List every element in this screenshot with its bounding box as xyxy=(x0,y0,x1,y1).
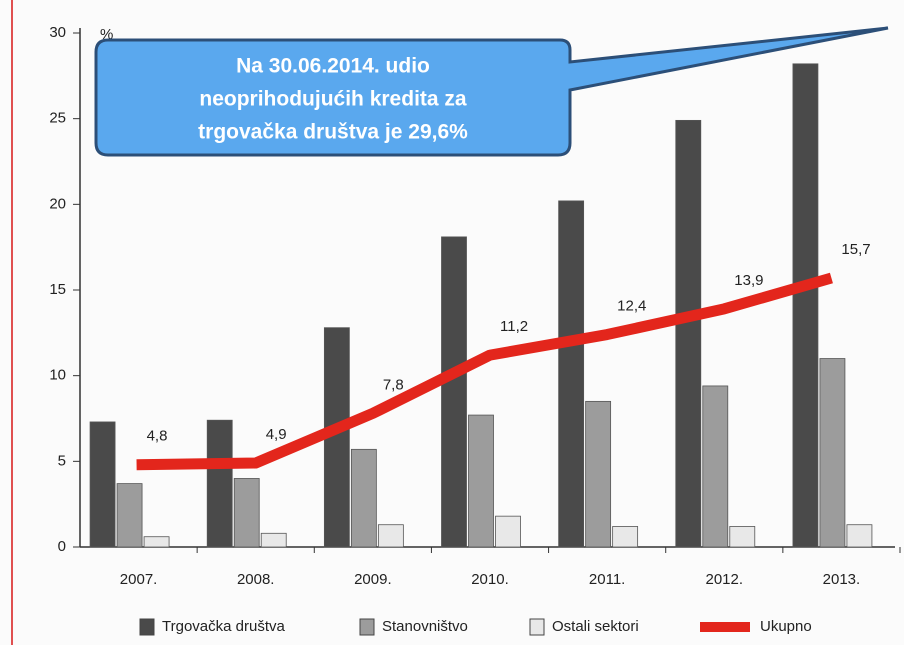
bar xyxy=(819,358,846,548)
y-tick-label: 10 xyxy=(49,367,66,384)
x-tick-label: 2008. xyxy=(237,571,275,588)
bar xyxy=(468,414,494,548)
legend-label: Ostali sektori xyxy=(552,618,639,635)
data-label: 13,9 xyxy=(734,272,763,289)
bar xyxy=(792,63,819,548)
data-label: 15,7 xyxy=(841,241,870,258)
legend-swatch xyxy=(359,618,375,636)
bar xyxy=(495,515,521,548)
bar xyxy=(89,421,116,548)
bar xyxy=(441,236,467,548)
bar xyxy=(729,526,756,548)
bar xyxy=(377,524,404,548)
legend-swatch xyxy=(529,618,545,636)
bar xyxy=(675,119,702,548)
x-tick-label: 2007. xyxy=(120,571,158,588)
bar xyxy=(558,200,585,548)
legend-label: Stanovništvo xyxy=(382,618,468,635)
data-label: 12,4 xyxy=(617,298,646,315)
bar xyxy=(612,526,639,548)
bar xyxy=(350,448,377,548)
bar xyxy=(116,483,143,548)
bar xyxy=(233,478,260,548)
x-tick-label: 2011. xyxy=(589,571,625,588)
data-label: 11,2 xyxy=(500,318,528,335)
bar xyxy=(206,419,233,548)
callout-text: neoprihodujućih kredita za xyxy=(199,88,467,111)
callout-text: trgovačka društva je 29,6% xyxy=(198,121,468,144)
x-tick-label: 2009. xyxy=(354,571,392,588)
legend-label: Trgovačka društva xyxy=(162,618,285,635)
bar xyxy=(260,532,287,548)
legend-label: Ukupno xyxy=(760,618,812,635)
x-tick-label: 2010. xyxy=(471,571,509,588)
legend-swatch xyxy=(139,618,155,636)
legend-swatch xyxy=(700,622,750,632)
x-tick-label: 2012. xyxy=(706,571,744,588)
data-label: 7,8 xyxy=(383,376,404,393)
callout-box xyxy=(94,26,889,157)
y-tick-label: 15 xyxy=(49,281,66,298)
data-label: 4,9 xyxy=(266,426,287,443)
bar xyxy=(585,400,612,548)
x-tick-label: 2013. xyxy=(823,571,861,588)
callout-text: Na 30.06.2014. udio xyxy=(236,55,430,78)
y-tick-label: 30 xyxy=(49,24,66,41)
y-tick-label: 25 xyxy=(49,110,66,127)
bar xyxy=(846,524,873,548)
y-tick-label: 5 xyxy=(58,452,66,469)
y-tick-label: 0 xyxy=(58,538,66,555)
bar xyxy=(143,536,170,548)
line-series xyxy=(136,272,833,471)
bar xyxy=(702,385,729,548)
data-label: 4,8 xyxy=(147,428,168,445)
y-tick-label: 20 xyxy=(49,195,66,212)
